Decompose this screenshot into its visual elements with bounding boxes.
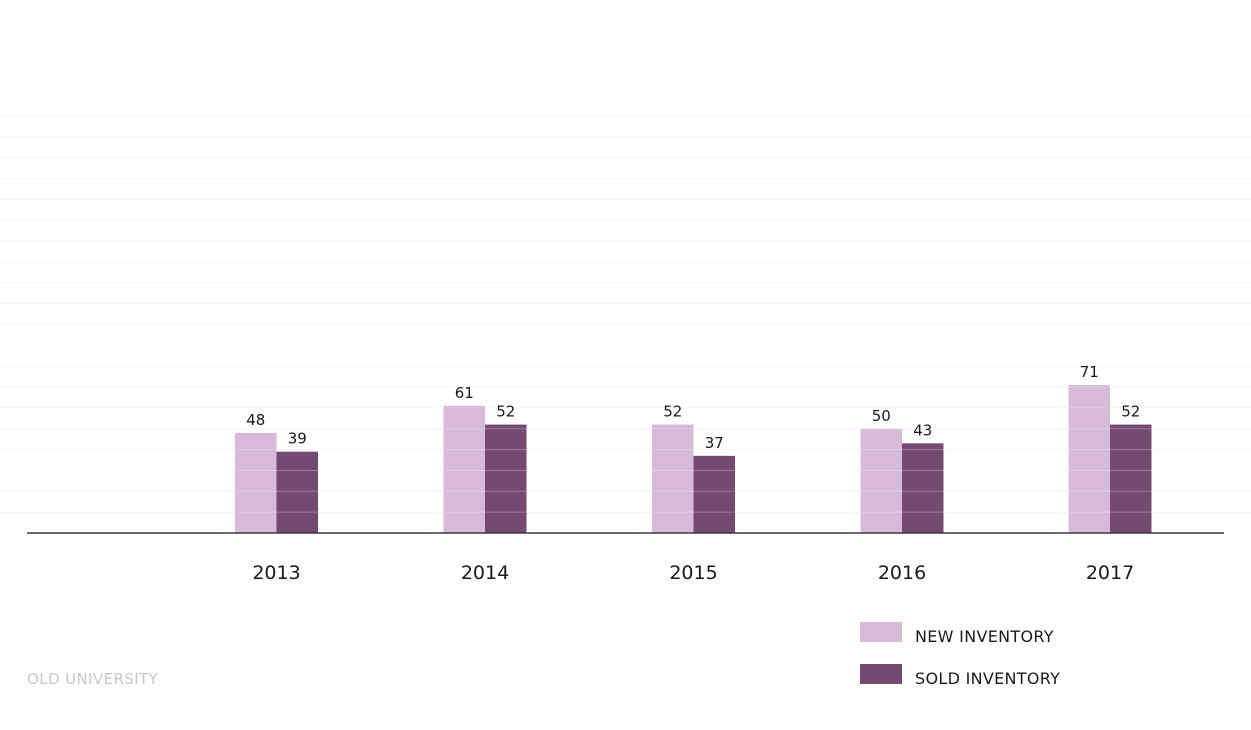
bar-new-inventory-2016: [860, 428, 902, 533]
legend-swatch-sold-inventory: [860, 664, 902, 684]
x-tick-label-2015: 2015: [669, 562, 717, 584]
legend-label-sold-inventory: SOLD INVENTORY: [915, 669, 1060, 688]
bar-sold-inventory-2017: [1110, 424, 1152, 533]
value-label-sold-inventory-2014: 52: [496, 403, 515, 421]
bar-gridline-overlay: [0, 115, 1251, 513]
x-tick-label-2016: 2016: [878, 562, 926, 584]
value-label-sold-inventory-2017: 52: [1121, 403, 1140, 421]
x-tick-label-2013: 2013: [252, 562, 300, 584]
legend: NEW INVENTORY SOLD INVENTORY: [860, 622, 1060, 688]
bar-sold-inventory-2016: [902, 443, 944, 533]
bar-new-inventory-2017: [1068, 384, 1110, 533]
value-label-sold-inventory-2013: 39: [288, 430, 307, 448]
source-label: OLD UNIVERSITY: [27, 670, 159, 688]
value-label-new-inventory-2015: 52: [663, 403, 682, 421]
bar-new-inventory-2013: [235, 432, 277, 533]
legend-swatch-new-inventory: [860, 622, 902, 642]
legend-label-new-inventory: NEW INVENTORY: [915, 627, 1054, 646]
x-tick-label-2014: 2014: [461, 562, 509, 584]
value-label-new-inventory-2014: 61: [455, 384, 474, 402]
bar-sold-inventory-2013: [276, 451, 318, 533]
value-label-new-inventory-2016: 50: [872, 407, 891, 425]
x-tick-label-2017: 2017: [1086, 562, 1134, 584]
bar-sold-inventory-2015: [693, 455, 735, 533]
value-label-sold-inventory-2015: 37: [705, 434, 724, 452]
bar-new-inventory-2014: [443, 405, 485, 533]
bar-new-inventory-2015: [652, 424, 694, 533]
gridlines: [0, 115, 1251, 513]
labels: 48 39 2013 61 52 2014 52 37 2015 50 43 2016 71 52 2017: [246, 363, 1140, 584]
bar-sold-inventory-2014: [485, 424, 527, 533]
value-label-sold-inventory-2016: 43: [913, 421, 932, 439]
value-label-new-inventory-2017: 71: [1080, 363, 1099, 381]
bars: [235, 384, 1152, 533]
value-label-new-inventory-2013: 48: [246, 411, 265, 429]
